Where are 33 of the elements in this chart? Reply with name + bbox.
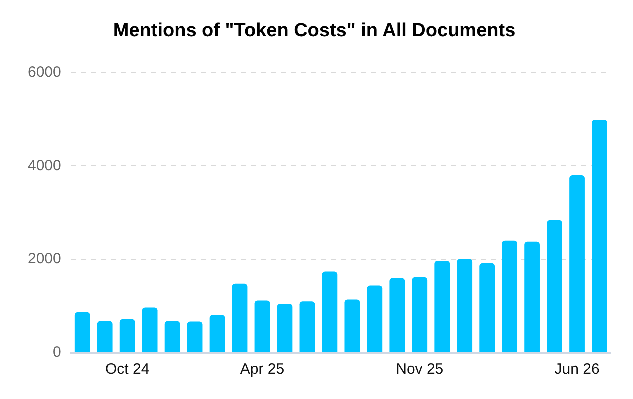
- bar: [120, 319, 136, 352]
- bar: [524, 242, 540, 352]
- bar: [592, 120, 608, 352]
- bar: [322, 272, 338, 352]
- bar: [164, 321, 180, 352]
- bar: [457, 259, 473, 352]
- bar: [97, 321, 113, 352]
- bar: [390, 278, 406, 352]
- bar: [300, 302, 316, 352]
- x-tick-label: Apr 25: [240, 361, 285, 378]
- bar: [187, 322, 203, 352]
- x-tick-label: Nov 25: [396, 361, 444, 378]
- bar: [232, 284, 248, 352]
- bar: [480, 263, 496, 352]
- x-tick-label: Jun 26: [554, 361, 600, 378]
- bar: [412, 277, 428, 352]
- bar: [367, 286, 383, 352]
- bar: [210, 315, 226, 352]
- y-tick-label: 6000: [28, 64, 62, 81]
- bar: [277, 304, 293, 352]
- bar: [502, 240, 518, 352]
- y-tick-label: 0: [53, 344, 62, 362]
- bar: [344, 300, 360, 352]
- bar: [570, 176, 585, 352]
- chart-title: Mentions of "Token Costs" in All Documents: [113, 20, 516, 42]
- bar: [547, 220, 562, 352]
- y-tick-label: 4000: [28, 157, 62, 174]
- y-tick-label: 2000: [28, 250, 62, 268]
- bar: [254, 300, 270, 352]
- bar: [74, 312, 90, 352]
- x-tick-label: Oct 24: [105, 361, 150, 378]
- bar: [434, 261, 450, 352]
- bar: [142, 308, 158, 352]
